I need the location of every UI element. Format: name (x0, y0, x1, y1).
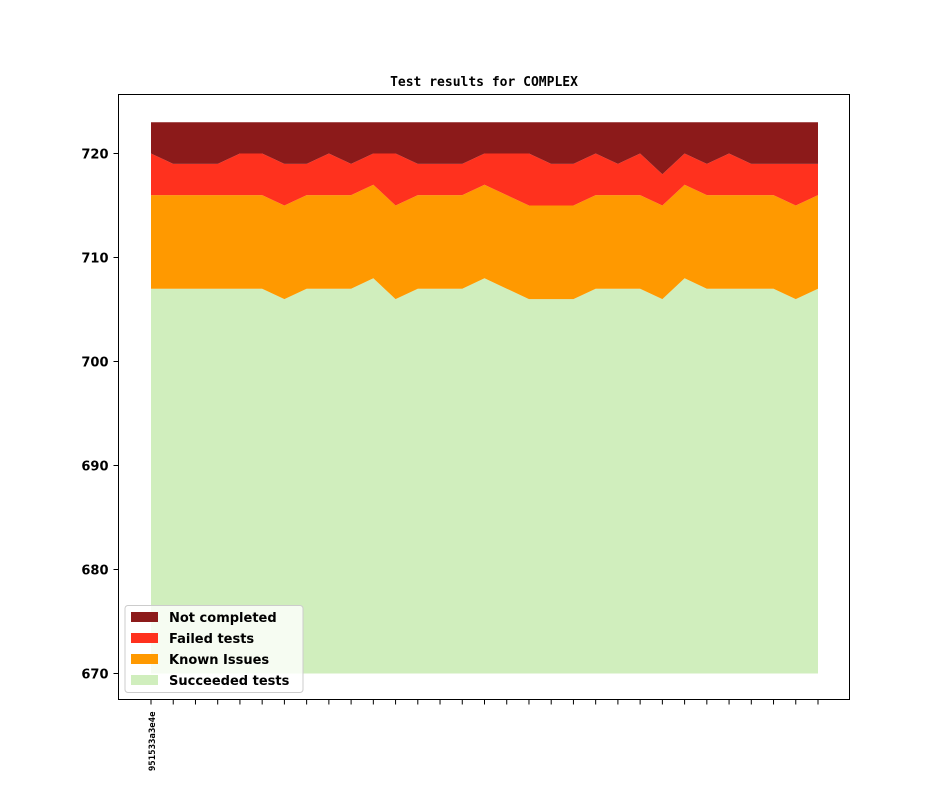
x-axis: 951533a3e4e (148, 699, 819, 771)
y-tick-label: 700 (81, 356, 108, 371)
y-tick-label: 690 (81, 460, 108, 475)
legend-box (124, 605, 304, 693)
legend-label: Known Issues (169, 653, 269, 668)
area-series-group (151, 122, 818, 674)
legend-label: Succeeded tests (169, 674, 290, 689)
y-axis: 670 680 690 700 710 720 (81, 148, 119, 683)
area-failed (151, 153, 818, 206)
y-tick-label: 680 (81, 564, 108, 579)
area-not-completed (151, 122, 818, 175)
legend-label: Not completed (169, 611, 277, 626)
legend-swatch (131, 654, 158, 664)
legend-swatch (131, 612, 158, 622)
legend-label: Failed tests (169, 632, 254, 647)
chart-title: Test results for COMPLEX (390, 75, 578, 90)
y-tick-label: 710 (81, 252, 108, 267)
y-tick-label: 670 (81, 668, 108, 683)
legend-swatch (131, 675, 158, 685)
area-known-issues (151, 184, 818, 300)
legend-swatch (131, 633, 158, 643)
x-tick-label: 951533a3e4e (148, 711, 158, 771)
y-tick-label: 720 (81, 148, 108, 163)
legend: Not completed Failed tests Known Issues Suc… (124, 605, 304, 693)
area-succeeded (151, 278, 818, 674)
